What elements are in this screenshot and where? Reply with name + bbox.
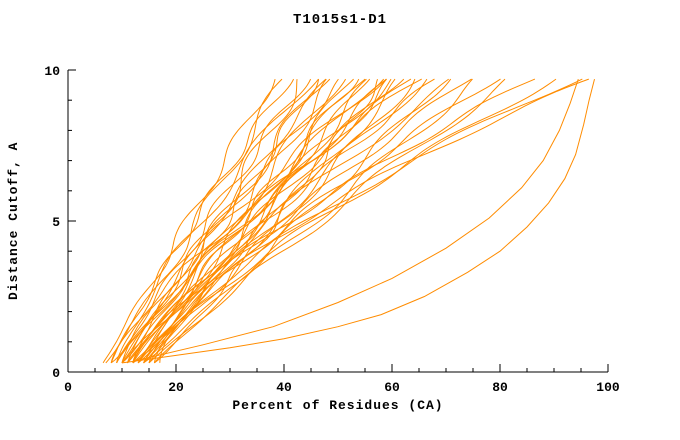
curve	[127, 78, 327, 364]
x-tick-label: 40	[276, 380, 292, 395]
y-tick-label: 10	[44, 64, 60, 79]
curve	[126, 78, 435, 364]
curve	[102, 78, 276, 364]
curve	[159, 78, 589, 363]
curve	[110, 78, 295, 364]
curve	[105, 78, 283, 364]
curve	[116, 78, 319, 364]
curve	[132, 78, 416, 364]
chart-title: T1015s1-D1	[292, 12, 387, 28]
x-tick-label: 20	[168, 380, 184, 395]
curve	[116, 78, 392, 364]
curve	[137, 78, 360, 364]
curve	[121, 78, 331, 364]
curve	[121, 79, 320, 364]
curve	[143, 78, 452, 364]
x-tick-label: 60	[384, 380, 400, 395]
curve	[110, 78, 422, 364]
y-tick-label: 0	[52, 366, 60, 381]
curve	[137, 78, 501, 364]
x-tick-label: 0	[64, 380, 72, 395]
x-tick-label: 80	[492, 380, 508, 395]
curve	[132, 78, 449, 364]
curve	[126, 78, 327, 364]
x-tick-label: 100	[596, 380, 620, 395]
curve	[132, 78, 579, 362]
curve	[132, 78, 536, 364]
curve	[121, 78, 387, 364]
curve	[153, 78, 583, 363]
curve	[121, 78, 472, 364]
curve	[121, 78, 595, 364]
curve	[137, 78, 405, 364]
y-tick-label: 5	[52, 215, 60, 230]
curve	[154, 78, 506, 364]
x-axis-label: Percent of Residues (CA)	[232, 398, 444, 413]
